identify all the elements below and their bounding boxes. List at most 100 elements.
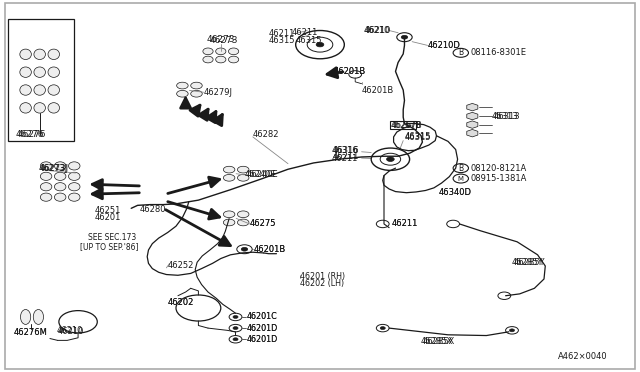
Ellipse shape: [228, 48, 239, 55]
Circle shape: [387, 157, 394, 161]
Text: 46316: 46316: [333, 146, 360, 155]
Ellipse shape: [34, 49, 45, 60]
Ellipse shape: [68, 183, 80, 191]
Ellipse shape: [48, 85, 60, 95]
Ellipse shape: [20, 49, 31, 60]
Ellipse shape: [40, 193, 52, 201]
Text: 46276M: 46276M: [14, 328, 48, 337]
Ellipse shape: [54, 193, 66, 201]
Bar: [390, 121, 416, 129]
Text: 46201B: 46201B: [334, 67, 366, 76]
Text: 46251: 46251: [95, 206, 121, 215]
Text: 46316: 46316: [332, 146, 358, 155]
Text: 46285X: 46285X: [421, 337, 453, 346]
Text: 46202: 46202: [168, 298, 194, 307]
Circle shape: [509, 329, 515, 332]
Ellipse shape: [203, 56, 213, 63]
Circle shape: [316, 42, 324, 47]
Text: 46201: 46201: [95, 213, 121, 222]
Ellipse shape: [191, 82, 202, 89]
Text: 46210D: 46210D: [428, 41, 460, 50]
Ellipse shape: [40, 172, 52, 180]
Ellipse shape: [216, 56, 226, 63]
Ellipse shape: [237, 174, 249, 181]
Text: 46211: 46211: [291, 28, 317, 37]
Text: 46201D: 46201D: [246, 335, 278, 344]
Ellipse shape: [223, 211, 235, 218]
Ellipse shape: [68, 172, 80, 180]
Text: 46315: 46315: [404, 133, 431, 142]
Text: 46201D: 46201D: [246, 335, 278, 344]
Ellipse shape: [68, 193, 80, 201]
Circle shape: [233, 327, 238, 330]
Text: B: B: [458, 48, 463, 57]
Text: 46313: 46313: [494, 112, 521, 121]
Text: 46340D: 46340D: [438, 188, 472, 197]
Text: 08116-8301E: 08116-8301E: [470, 48, 526, 57]
Text: 46340D: 46340D: [438, 188, 472, 197]
Text: 46315: 46315: [269, 36, 295, 45]
Text: 46279J: 46279J: [204, 88, 232, 97]
Text: 46273J: 46273J: [40, 164, 69, 173]
Text: 46267B: 46267B: [392, 121, 422, 130]
Ellipse shape: [20, 310, 31, 324]
Text: 46201D: 46201D: [246, 324, 278, 333]
Ellipse shape: [68, 162, 80, 170]
Ellipse shape: [40, 183, 52, 191]
Text: 46276: 46276: [18, 130, 47, 139]
Text: 46210: 46210: [56, 326, 83, 335]
Text: 46273J: 46273J: [38, 164, 68, 173]
Text: 46240E: 46240E: [244, 170, 276, 179]
Text: 46201D: 46201D: [246, 324, 278, 333]
Text: 46285X: 46285X: [422, 337, 454, 346]
Ellipse shape: [203, 48, 213, 55]
Ellipse shape: [223, 174, 235, 181]
Ellipse shape: [54, 183, 66, 191]
Text: 46252: 46252: [168, 262, 194, 270]
Text: 46211: 46211: [332, 154, 358, 163]
Ellipse shape: [191, 90, 202, 97]
Ellipse shape: [177, 82, 188, 89]
Circle shape: [241, 247, 248, 251]
Ellipse shape: [48, 103, 60, 113]
Ellipse shape: [20, 103, 31, 113]
Text: 46210D: 46210D: [428, 41, 460, 50]
Text: 46315: 46315: [296, 36, 322, 45]
Text: 46201C: 46201C: [246, 312, 277, 321]
Ellipse shape: [177, 90, 188, 97]
Ellipse shape: [40, 162, 52, 170]
Text: 46276: 46276: [16, 130, 45, 139]
Ellipse shape: [237, 166, 249, 173]
Text: 46211: 46211: [269, 29, 295, 38]
Text: 46273: 46273: [210, 36, 239, 45]
Text: M: M: [458, 176, 464, 182]
Ellipse shape: [20, 67, 31, 77]
Text: 08120-8121A: 08120-8121A: [470, 164, 527, 173]
Text: SEE SEC.173: SEE SEC.173: [88, 233, 136, 242]
Ellipse shape: [237, 211, 249, 218]
Circle shape: [233, 315, 238, 318]
Text: 46315: 46315: [404, 132, 431, 141]
Ellipse shape: [34, 67, 45, 77]
Text: 46211: 46211: [333, 153, 359, 161]
Ellipse shape: [223, 219, 235, 226]
Text: 46282: 46282: [253, 130, 279, 139]
Text: 46202: 46202: [168, 298, 194, 307]
Ellipse shape: [216, 48, 226, 55]
Ellipse shape: [33, 310, 44, 324]
Text: 46285Y: 46285Y: [512, 258, 543, 267]
Text: 46201B: 46201B: [254, 245, 286, 254]
Text: 46285Y: 46285Y: [513, 258, 545, 267]
Ellipse shape: [20, 85, 31, 95]
Ellipse shape: [34, 103, 45, 113]
Text: 46201B: 46201B: [254, 245, 286, 254]
Text: 46240E: 46240E: [246, 170, 278, 179]
Ellipse shape: [223, 166, 235, 173]
Ellipse shape: [237, 219, 249, 226]
Text: 46210: 46210: [365, 26, 391, 35]
Ellipse shape: [34, 85, 45, 95]
Ellipse shape: [54, 172, 66, 180]
Text: 46201C: 46201C: [246, 312, 277, 321]
Text: 46276M: 46276M: [14, 328, 48, 337]
Text: 46201B: 46201B: [362, 86, 394, 94]
